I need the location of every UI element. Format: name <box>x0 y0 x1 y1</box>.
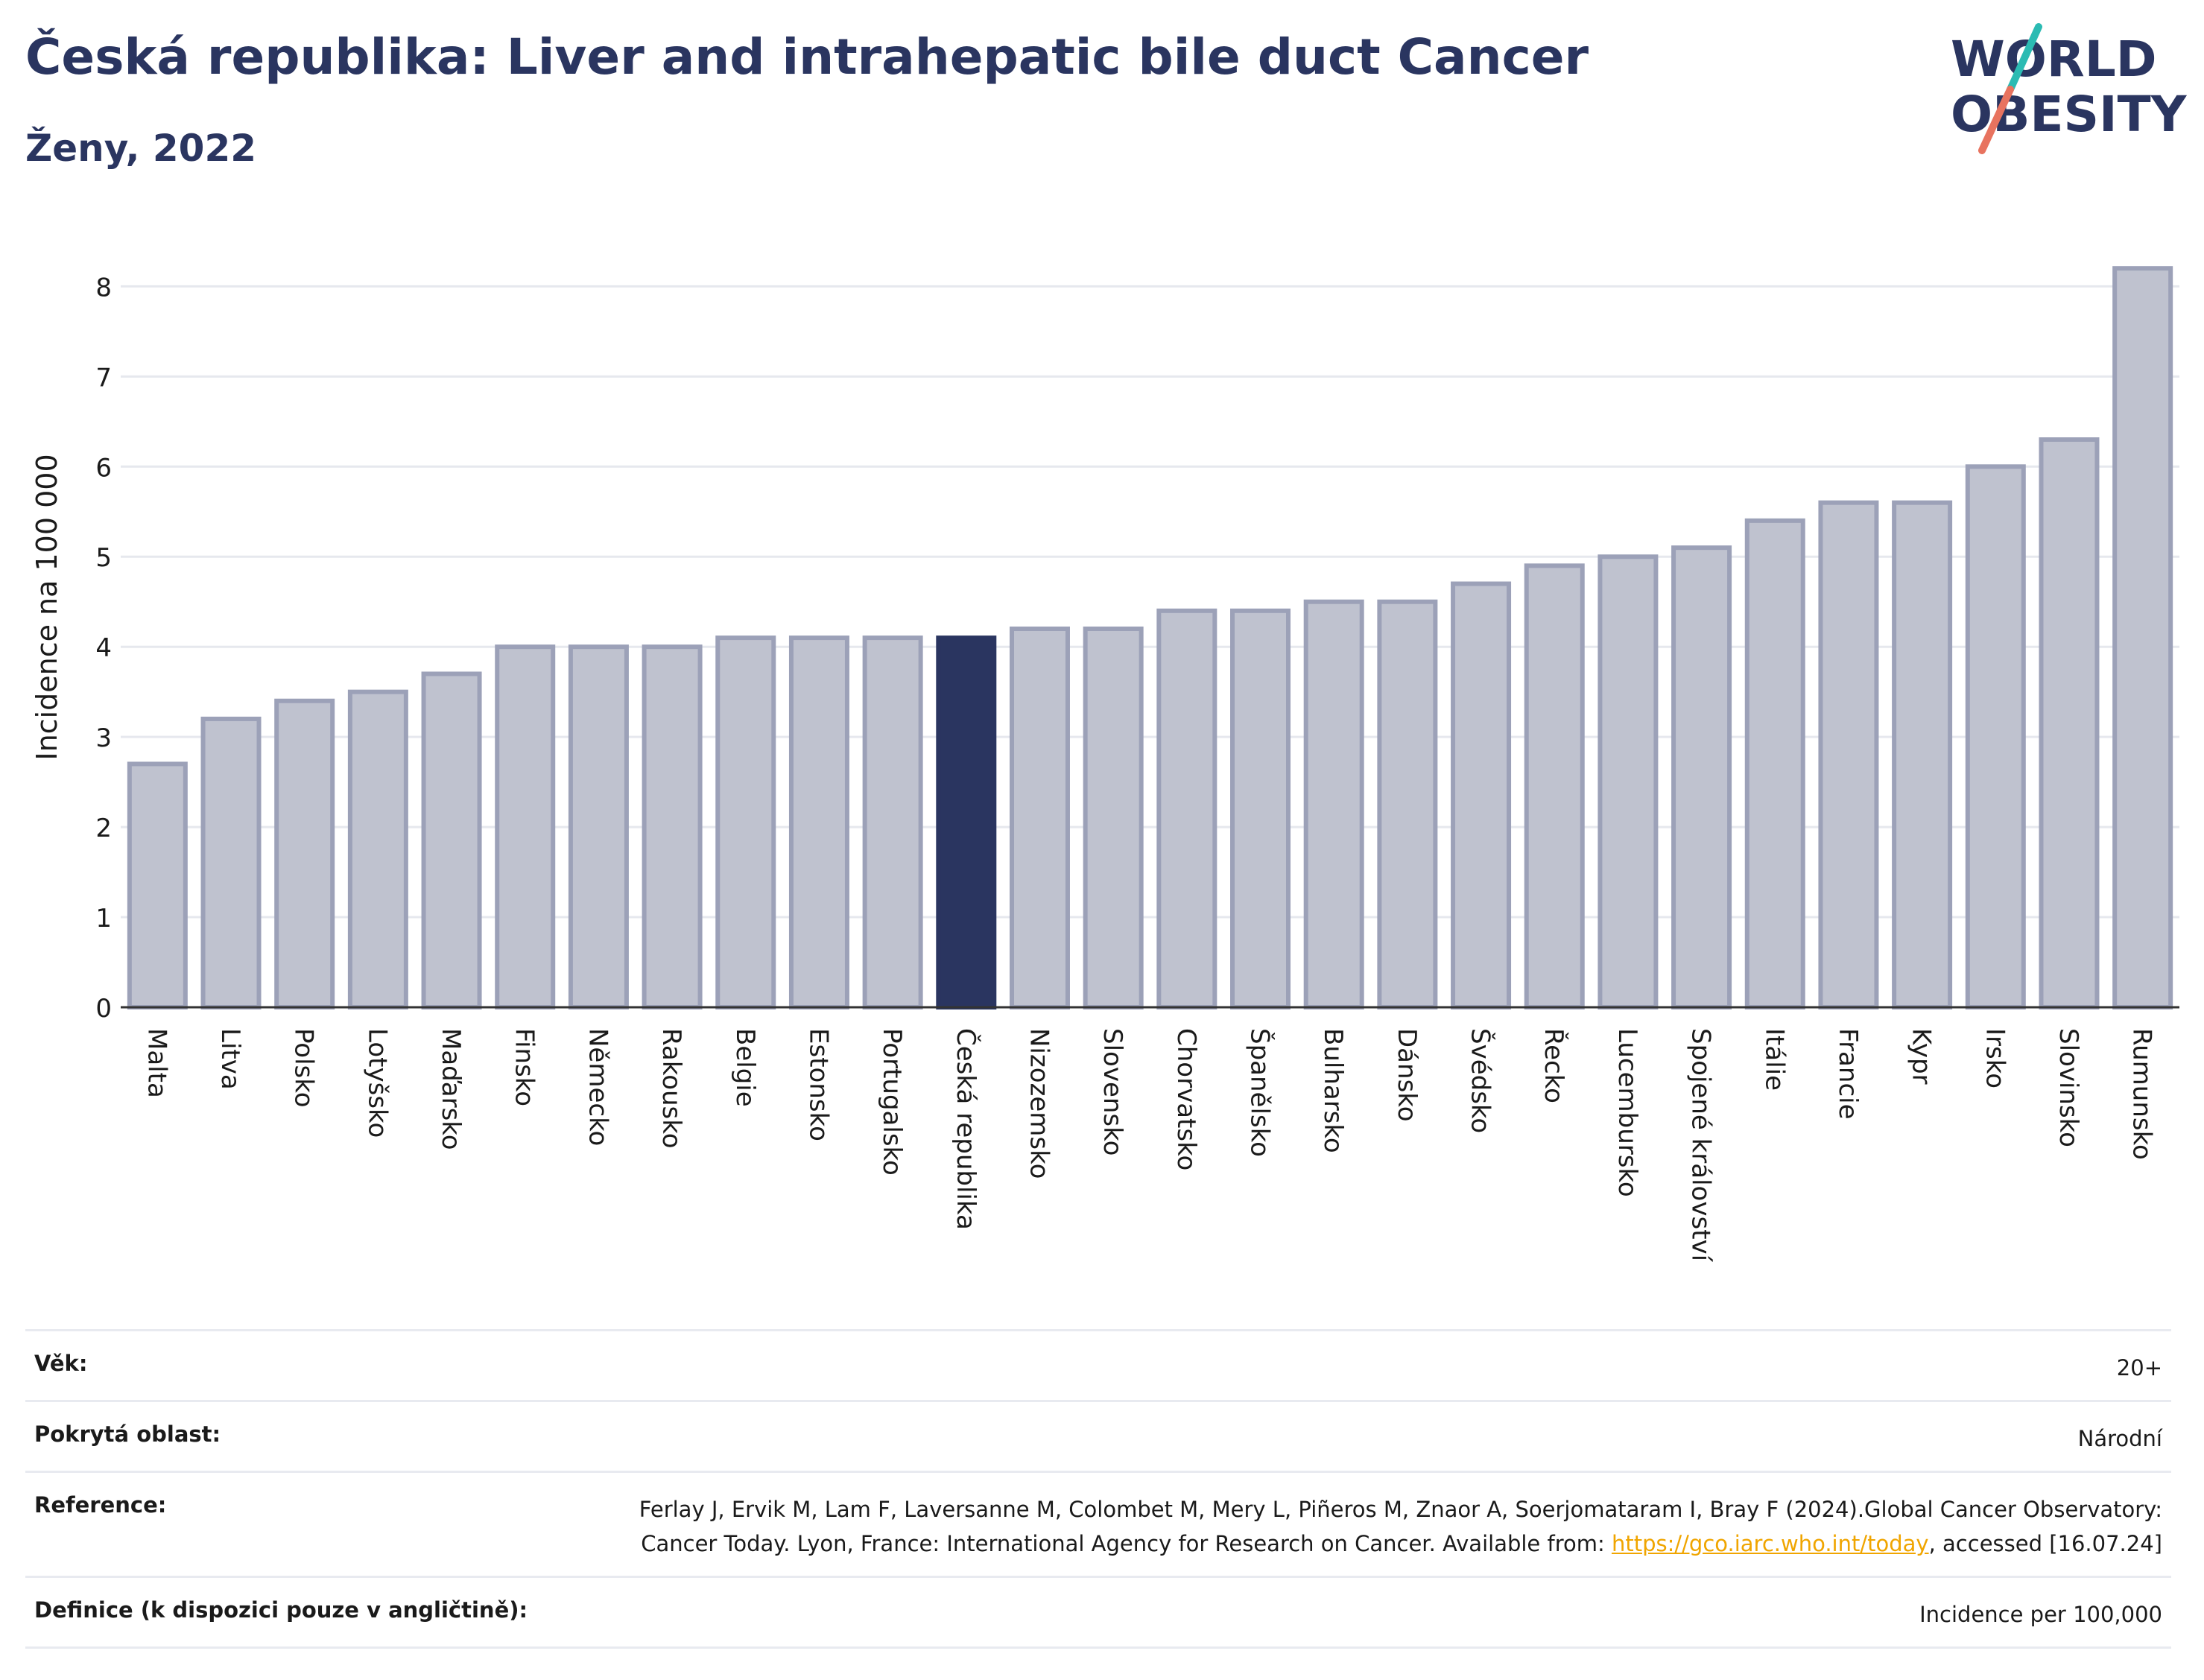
bar-10[interactable] <box>862 635 923 1009</box>
meta-row-age: Věk: 20+ <box>25 1329 2171 1400</box>
x-tick-label: Slovinsko <box>2053 1028 2083 1147</box>
x-tick-label: Francie <box>1833 1028 1863 1120</box>
x-tick-label: Rumunsko <box>2127 1028 2157 1160</box>
x-tick-label: Švédsko <box>1466 1028 1496 1133</box>
meta-age-value: 20+ <box>2116 1355 2162 1381</box>
world-obesity-logo: WORLD OBESITY <box>1951 23 2188 154</box>
reference-text: Ferlay J, Ervik M, Lam F, Laversanne M, … <box>639 1497 2162 1556</box>
x-tick-label: Španělsko <box>1245 1028 1276 1157</box>
x-tick-label: Lotyšsko <box>362 1028 392 1138</box>
logo-text-world: WORLD <box>1951 31 2157 88</box>
x-tick-label: Spojené království <box>1686 1028 1716 1263</box>
x-tick-label: Litva <box>215 1028 245 1090</box>
x-tick-label: Chorvatsko <box>1171 1028 1201 1170</box>
meta-row-definition: Definice (k dispozici pouze v angličtině… <box>25 1576 2171 1649</box>
bar-12[interactable] <box>1009 627 1070 1009</box>
bar-8[interactable] <box>715 635 776 1009</box>
meta-age-label: Věk: <box>34 1351 88 1376</box>
x-tick-label: Česká republika <box>951 1028 981 1230</box>
meta-row-reference: Reference: Ferlay J, Ervik M, Lam F, Lav… <box>25 1471 2171 1576</box>
y-tick-label: 2 <box>95 814 112 843</box>
x-tick-label: Polsko <box>289 1028 319 1108</box>
x-tick-label: Slovensko <box>1098 1028 1127 1156</box>
meta-reference-value: Ferlay J, Ervik M, Lam F, Laversanne M, … <box>627 1492 2162 1561</box>
bar-19[interactable] <box>1524 563 1585 1010</box>
bar-13[interactable] <box>1083 627 1144 1009</box>
axes: 0 1 2 3 4 5 6 7 8 Malta Litva Polsko Lotyšsko Maďarsk… <box>95 273 2179 1263</box>
x-tick-label: Portugalsko <box>877 1028 907 1176</box>
bar-11[interactable] <box>936 635 997 1009</box>
bar-chart: 0 1 2 3 4 5 6 7 8 Malta Litva Polsko Lotyšsko Maďarsk… <box>31 266 2179 1263</box>
bar-6[interactable] <box>568 644 629 1009</box>
y-tick-label: 7 <box>95 363 112 393</box>
chart-subtitle: Ženy, 2022 <box>25 127 257 170</box>
bar-24[interactable] <box>1892 500 1953 1009</box>
bar-21[interactable] <box>1671 545 1732 1009</box>
meta-reference-label: Reference: <box>34 1492 167 1518</box>
bar-18[interactable] <box>1451 581 1512 1009</box>
bar-3[interactable] <box>347 689 408 1010</box>
y-tick-label: 0 <box>95 994 112 1024</box>
bar-27[interactable] <box>2112 266 2173 1009</box>
bar-22[interactable] <box>1744 518 1805 1010</box>
bar-26[interactable] <box>2039 437 2100 1009</box>
bar-17[interactable] <box>1377 599 1438 1009</box>
bar-14[interactable] <box>1156 608 1217 1009</box>
x-tick-label: Bulharsko <box>1318 1028 1348 1153</box>
x-tick-label: Malta <box>142 1028 171 1098</box>
x-tick-label: Belgie <box>730 1028 760 1107</box>
x-tick-label: Německo <box>583 1028 612 1146</box>
logo-slash-top <box>2007 23 2042 93</box>
x-tick-label: Lucembursko <box>1612 1028 1642 1197</box>
meta-area-value: Národní <box>2077 1426 2162 1451</box>
meta-area-label: Pokrytá oblast: <box>34 1421 221 1447</box>
reference-suffix: , accessed [16.07.24] <box>1928 1531 2162 1556</box>
bar-25[interactable] <box>1965 464 2026 1009</box>
x-tick-label: Kypr <box>1907 1028 1937 1085</box>
x-tick-label: Irsko <box>1980 1028 2010 1088</box>
y-tick-label: 3 <box>95 723 112 753</box>
logo-slash-bottom <box>1978 86 2014 154</box>
x-tick-label: Finsko <box>510 1028 539 1106</box>
meta-definition-value: Incidence per 100,000 <box>1919 1602 2162 1627</box>
reference-link[interactable]: https://gco.iarc.who.int/today <box>1611 1531 1929 1556</box>
y-axis-label: Incidence na 100 000 <box>31 454 63 760</box>
metadata-table: Věk: 20+ Pokrytá oblast: Národní Referen… <box>25 1329 2171 1649</box>
bar-4[interactable] <box>421 671 482 1009</box>
bar-9[interactable] <box>788 635 849 1009</box>
bar-7[interactable] <box>642 644 703 1009</box>
x-tick-label: Dánsko <box>1392 1028 1422 1122</box>
bar-5[interactable] <box>495 644 556 1009</box>
x-tick-label: Estonsko <box>803 1028 833 1141</box>
y-tick-label: 6 <box>95 453 112 483</box>
y-tick-label: 1 <box>95 904 112 933</box>
chart-title: Česká republika: Liver and intrahepatic … <box>25 28 1589 86</box>
bar-15[interactable] <box>1230 608 1291 1009</box>
bar-2[interactable] <box>274 698 335 1009</box>
y-tick-label: 5 <box>95 543 112 573</box>
bar-20[interactable] <box>1597 554 1659 1009</box>
bars <box>127 266 2173 1010</box>
bar-23[interactable] <box>1818 500 1879 1009</box>
y-tick-label: 8 <box>95 273 112 302</box>
bar-0[interactable] <box>127 761 188 1010</box>
y-tick-label: 4 <box>95 633 112 663</box>
bar-16[interactable] <box>1303 599 1364 1009</box>
meta-row-area: Pokrytá oblast: Národní <box>25 1400 2171 1471</box>
x-tick-label: Řecko <box>1539 1028 1569 1103</box>
x-tick-label: Maďarsko <box>436 1028 466 1150</box>
x-tick-label: Rakousko <box>656 1028 686 1149</box>
bar-1[interactable] <box>200 716 262 1009</box>
x-tick-label: Nizozemsko <box>1024 1028 1054 1179</box>
meta-definition-label: Definice (k dispozici pouze v angličtině… <box>34 1597 528 1623</box>
x-tick-label: Itálie <box>1759 1028 1789 1091</box>
